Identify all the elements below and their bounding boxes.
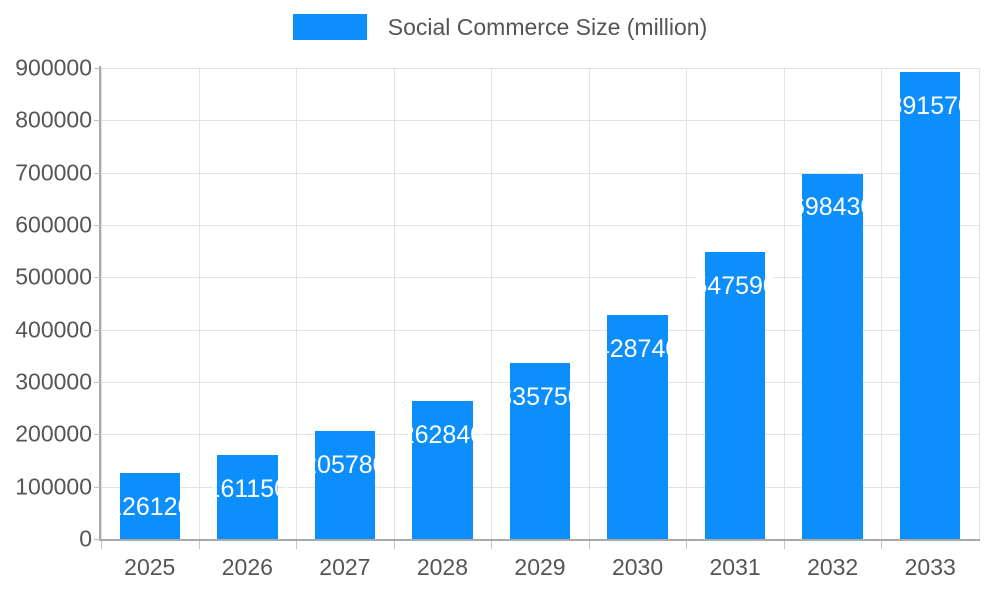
bar-value-label: 428740 [595,334,680,363]
y-tick-label: 200000 [15,420,92,447]
gridline-horizontal [101,329,979,331]
bar[interactable] [314,431,376,539]
y-tick-label: 300000 [15,368,92,395]
x-tick-mark [783,541,785,549]
bar[interactable] [509,363,571,539]
bar[interactable] [412,401,473,539]
bar-value-label: 547590 [693,272,777,301]
y-tick-label: 400000 [15,316,92,343]
x-tick-label: 2033 [904,554,956,580]
x-tick-mark [881,541,883,549]
x-tick-mark [393,541,395,549]
bar[interactable] [802,173,863,539]
bar-value-label: 262840 [400,421,485,450]
y-tick-label: 700000 [15,159,92,186]
gridline-vertical [393,68,395,539]
x-tick-mark [686,541,688,549]
gridline-vertical [101,68,102,539]
gridline-horizontal [101,172,979,174]
gridline-vertical [881,68,883,539]
x-tick-label: 2032 [807,554,859,580]
bar[interactable] [704,252,766,539]
y-tick-label: 100000 [15,473,92,500]
x-tick-mark [296,541,298,549]
x-tick-mark [491,541,493,549]
x-tick-mark [198,541,200,549]
bar-value-label: 891570 [888,92,972,121]
x-tick-label: 2028 [416,554,469,580]
gridline-horizontal [101,277,979,279]
y-tick-label: 500000 [15,263,92,290]
x-tick-mark [588,541,590,549]
x-tick-label: 2029 [514,554,566,580]
y-tick-label: 0 [79,525,92,552]
bar-value-label: 205780 [303,451,387,480]
bar[interactable] [217,454,278,539]
gridline-vertical [198,68,200,539]
bar[interactable] [607,314,668,539]
legend-swatch-icon [292,14,367,40]
gridline-vertical [783,68,785,539]
x-tick-label: 2031 [709,554,761,580]
bars-layer: 126120 161150 205780 262840 335750 428740 5475… [101,68,979,539]
x-tick-mark [101,541,102,549]
y-tick-label: 800000 [15,106,92,133]
bar[interactable] [119,473,181,539]
bar-value-label: 161150 [206,474,289,503]
y-tick-label: 900000 [15,54,92,81]
bar-value-label: 335750 [498,383,582,412]
gridline-horizontal [101,225,979,226]
gridline-vertical [491,68,493,539]
gridline-horizontal [101,68,979,69]
x-tick-label: 2030 [611,554,664,580]
bar[interactable] [899,72,961,539]
gridline-horizontal [101,120,979,122]
y-tick-label: 600000 [15,211,92,238]
gridline-vertical [296,68,298,539]
legend-label: Social Commerce Size (million) [387,13,708,40]
gridline-vertical [588,68,590,539]
x-tick-label: 2026 [221,554,273,580]
gridline-vertical [979,68,980,539]
gridline-vertical [686,68,688,539]
legend-entry-social-commerce-size[interactable]: Social Commerce Size (million) [292,13,708,40]
x-tick-label: 2027 [319,554,371,580]
x-tick-label: 2025 [124,554,176,580]
x-axis-line [99,539,980,541]
chart-legend: Social Commerce Size (million) [0,10,1000,44]
y-axis-line [99,66,101,541]
bar-value-label: 698430 [790,193,875,222]
bar-value-label: 126120 [108,492,192,521]
